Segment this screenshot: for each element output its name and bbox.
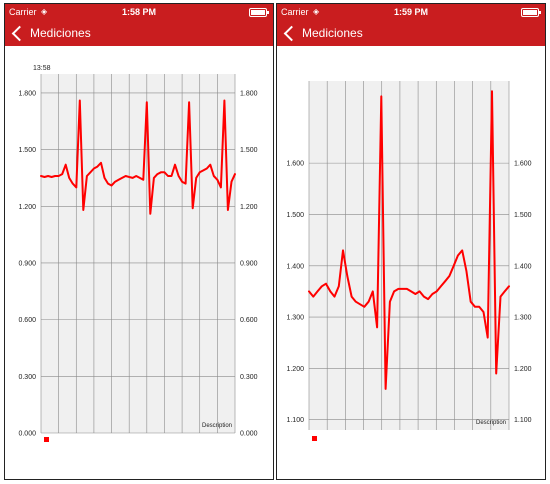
y-tick-left: 1.800 — [18, 90, 36, 97]
back-button[interactable]: Mediciones — [11, 23, 91, 43]
y-tick-left: 1.100 — [286, 417, 304, 424]
y-tick-right: 1.500 — [514, 212, 532, 219]
y-tick-right: 0.000 — [240, 431, 258, 438]
back-button-label: Mediciones — [302, 26, 363, 40]
y-tick-right: 1.200 — [514, 366, 532, 373]
status-time: 1:59 PM — [393, 7, 428, 17]
screen-right: Carrier ◈ 1:59 PM Mediciones 1.600 1.600 1… — [276, 3, 546, 480]
ecg-chart[interactable]: 1.600 1.600 1.500 1.500 1.400 1.400 1.300 1.300… — [277, 46, 545, 479]
wifi-icon: ◈ — [41, 7, 48, 16]
y-tick-right: 0.300 — [240, 374, 258, 381]
chevron-left-icon — [11, 25, 28, 41]
y-tick-left: 1.300 — [286, 315, 304, 322]
back-button-label: Mediciones — [30, 26, 91, 40]
y-tick-left: 1.600 — [286, 161, 304, 168]
status-bar: Carrier ◈ 1:58 PM — [5, 6, 273, 20]
carrier-label: Carrier — [281, 7, 309, 17]
y-tick-left: 1.200 — [18, 204, 36, 211]
timestamp-label: 13:58 — [33, 65, 51, 72]
back-button[interactable]: Mediciones — [283, 23, 363, 43]
ecg-chart[interactable]: 1.800 1.800 1.500 1.500 1.200 1.200 0.900 0.900… — [5, 46, 273, 479]
legend-marker — [44, 437, 49, 442]
y-tick-left: 0.600 — [18, 317, 36, 324]
y-tick-right: 1.800 — [240, 90, 258, 97]
status-bar: Carrier ◈ 1:59 PM — [277, 6, 545, 20]
nav-bar: Carrier ◈ 1:59 PM Mediciones — [277, 4, 545, 46]
y-tick-right: 0.600 — [240, 317, 258, 324]
ecg-series-line — [40, 99, 236, 215]
y-tick-left: 1.500 — [18, 147, 36, 154]
y-tick-left: 0.900 — [18, 260, 36, 267]
legend-marker — [312, 436, 317, 441]
nav-bar: Carrier ◈ 1:58 PM Mediciones — [5, 4, 273, 46]
y-tick-right: 0.900 — [240, 260, 258, 267]
y-tick-right: 1.600 — [514, 161, 532, 168]
chart-description: Description — [476, 420, 506, 426]
chart-description: Description — [202, 423, 232, 429]
ecg-series-line — [308, 90, 510, 390]
wifi-icon: ◈ — [313, 7, 320, 16]
status-time: 1:58 PM — [121, 7, 156, 17]
carrier-label: Carrier — [9, 7, 37, 17]
screen-left: Carrier ◈ 1:58 PM Mediciones 1.800 1.800 1… — [4, 3, 274, 480]
y-tick-left: 1.400 — [286, 263, 304, 270]
plot-background — [309, 81, 509, 430]
y-tick-left: 0.300 — [18, 374, 36, 381]
y-tick-right: 1.100 — [514, 417, 532, 424]
y-tick-left: 1.200 — [286, 366, 304, 373]
y-tick-left: 1.500 — [286, 212, 304, 219]
chevron-left-icon — [283, 25, 300, 41]
battery-icon — [249, 8, 269, 17]
y-tick-right: 1.400 — [514, 263, 532, 270]
y-tick-right: 1.500 — [240, 147, 258, 154]
y-tick-right: 1.200 — [240, 204, 258, 211]
plot-background — [41, 74, 235, 433]
battery-icon — [521, 8, 541, 17]
y-tick-left: 0.000 — [18, 431, 36, 438]
y-tick-right: 1.300 — [514, 315, 532, 322]
